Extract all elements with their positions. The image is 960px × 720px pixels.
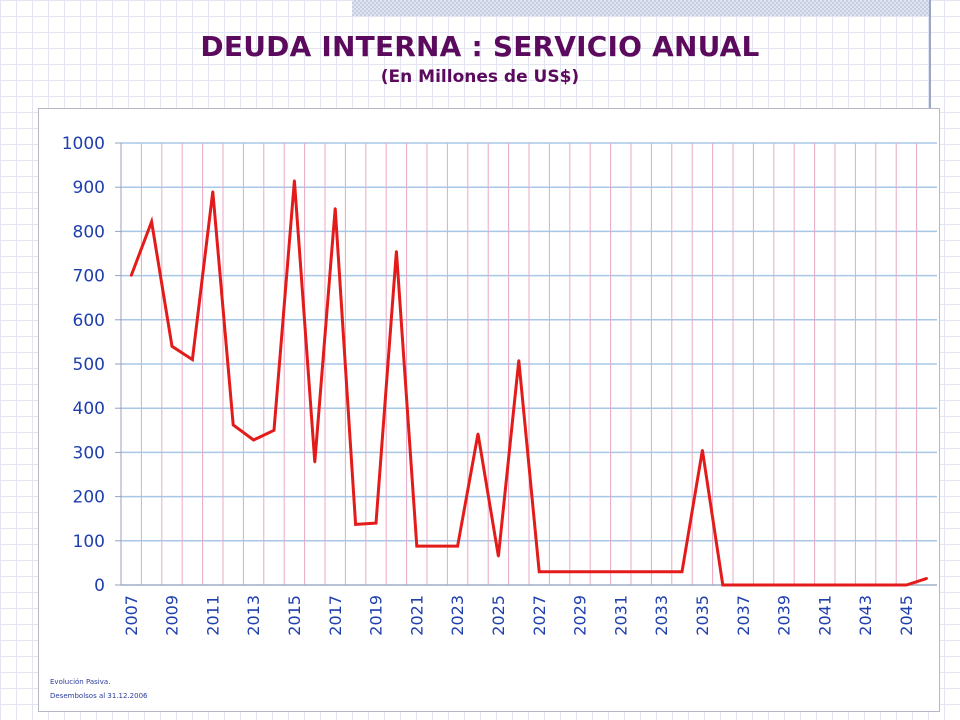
series-line-0 [129,180,928,587]
xtick-label-2015: 2015 [285,595,304,636]
data-point-2021 [415,544,418,548]
data-point-2010 [191,358,194,361]
data-point-2025 [497,555,500,558]
data-point-2024 [476,432,480,436]
data-point-2034 [680,570,684,573]
xtick-label-2027: 2027 [530,595,549,636]
ytick-label-800: 800 [73,222,105,242]
data-point-2013 [252,438,255,442]
decorative-header-bar [352,0,930,16]
title-block: DEUDA INTERNA : SERVICIO ANUAL (En Millo… [0,30,960,87]
footnote-evolucion: Evolución Pasiva. [50,678,111,686]
data-point-2023 [456,544,459,548]
data-point-2042 [844,583,847,587]
ytick-label-100: 100 [73,532,105,552]
data-point-2019 [374,521,378,525]
xtick-label-2007: 2007 [122,595,141,636]
data-point-2028 [558,570,561,573]
data-point-2026 [517,359,520,362]
data-point-2035 [701,448,704,452]
data-point-2009 [170,345,174,348]
data-point-2011 [211,190,214,193]
data-point-2030 [599,570,602,573]
data-point-2033 [660,570,663,573]
data-point-2022 [436,544,439,548]
data-point-2046 [925,577,928,580]
xtick-label-2043: 2043 [856,595,875,636]
xtick-label-2013: 2013 [244,595,263,636]
xtick-label-2017: 2017 [326,595,345,636]
data-point-2031 [619,570,622,573]
chart-panel: 0 100 200 300 400 500 600 700 800 900 1000 2007 200… [38,108,940,712]
ytick-label-1000: 1000 [62,134,105,154]
data-point-2044 [884,583,888,587]
data-point-2040 [803,583,806,587]
vertical-gridlines [140,143,918,585]
data-point-2015 [293,179,296,182]
xtick-label-2009: 2009 [163,595,182,636]
ytick-label-0: 0 [94,576,105,596]
data-point-2007 [130,274,133,277]
data-point-2008 [150,220,153,223]
xtick-label-2039: 2039 [775,595,794,636]
xtick-label-2019: 2019 [367,595,386,636]
ytick-label-200: 200 [73,488,105,508]
xtick-label-2031: 2031 [611,595,630,636]
data-point-2037 [742,583,745,587]
ytick-label-900: 900 [73,178,105,198]
data-point-2020 [395,250,398,253]
data-point-2038 [762,583,765,587]
chart-subtitle: (En Millones de US$) [380,67,580,87]
xtick-label-2041: 2041 [815,595,834,636]
data-point-2045 [905,583,908,587]
xtick-label-2023: 2023 [448,595,467,636]
ytick-label-700: 700 [73,267,105,287]
ytick-label-500: 500 [73,355,105,375]
ytick-label-600: 600 [73,311,105,331]
xtick-label-2025: 2025 [489,595,508,636]
xtick-label-2021: 2021 [407,595,426,636]
data-point-2016 [313,460,316,464]
data-point-2027 [538,570,541,573]
xtick-label-2033: 2033 [652,595,671,636]
y-tick-labels: 0 100 200 300 400 500 600 700 800 900 1000 [62,134,105,596]
ytick-label-400: 400 [73,399,105,419]
data-point-2029 [578,570,582,573]
xtick-label-2045: 2045 [897,595,916,636]
xtick-label-2037: 2037 [734,595,753,636]
data-point-2017 [334,207,337,210]
x-tick-labels: 2007 2009 2011 2013 2015 2017 2019 2021 2023 2025… [122,595,916,636]
data-point-2036 [721,583,724,587]
data-point-2039 [782,583,786,587]
data-point-2041 [823,583,826,587]
chart-title: DEUDA INTERNA : SERVICIO ANUAL [200,30,760,63]
data-point-2032 [640,570,643,573]
data-point-2018 [354,523,357,526]
xtick-label-2029: 2029 [571,595,590,636]
xtick-label-2035: 2035 [693,595,712,636]
data-point-2012 [232,423,235,427]
data-point-2043 [864,583,867,587]
ytick-label-300: 300 [73,443,105,463]
footnote-desembolsos: Desembolsos al 31.12.2006 [50,692,148,700]
decorative-vertical-line [929,0,931,108]
data-point-2014 [272,429,276,432]
xtick-label-2011: 2011 [203,595,222,636]
series-group [129,179,928,587]
